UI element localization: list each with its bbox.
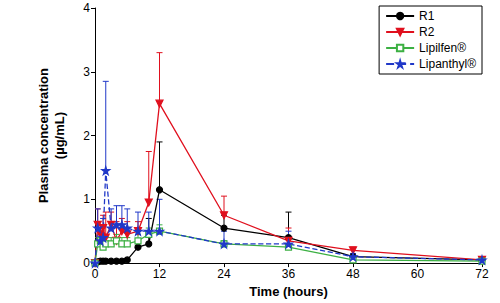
svg-text:0: 0 (83, 256, 90, 270)
svg-text:Plasma concentration: Plasma concentration (36, 68, 51, 203)
svg-text:24: 24 (217, 267, 231, 281)
svg-text:72: 72 (475, 267, 489, 281)
svg-text:1: 1 (83, 192, 90, 206)
svg-text:60: 60 (411, 267, 425, 281)
svg-text:(µg/mL): (µg/mL) (52, 112, 67, 159)
svg-text:Lipilfen®: Lipilfen® (419, 41, 466, 55)
svg-text:Time (hours): Time (hours) (249, 284, 328, 299)
svg-text:3: 3 (83, 65, 90, 79)
svg-text:0: 0 (92, 267, 99, 281)
svg-text:2: 2 (83, 129, 90, 143)
svg-text:36: 36 (282, 267, 296, 281)
svg-text:R2: R2 (419, 25, 435, 39)
svg-text:Lipanthyl®: Lipanthyl® (419, 57, 476, 71)
svg-text:12: 12 (153, 267, 167, 281)
svg-text:R1: R1 (419, 9, 435, 23)
svg-text:4: 4 (83, 1, 90, 15)
svg-text:48: 48 (346, 267, 360, 281)
